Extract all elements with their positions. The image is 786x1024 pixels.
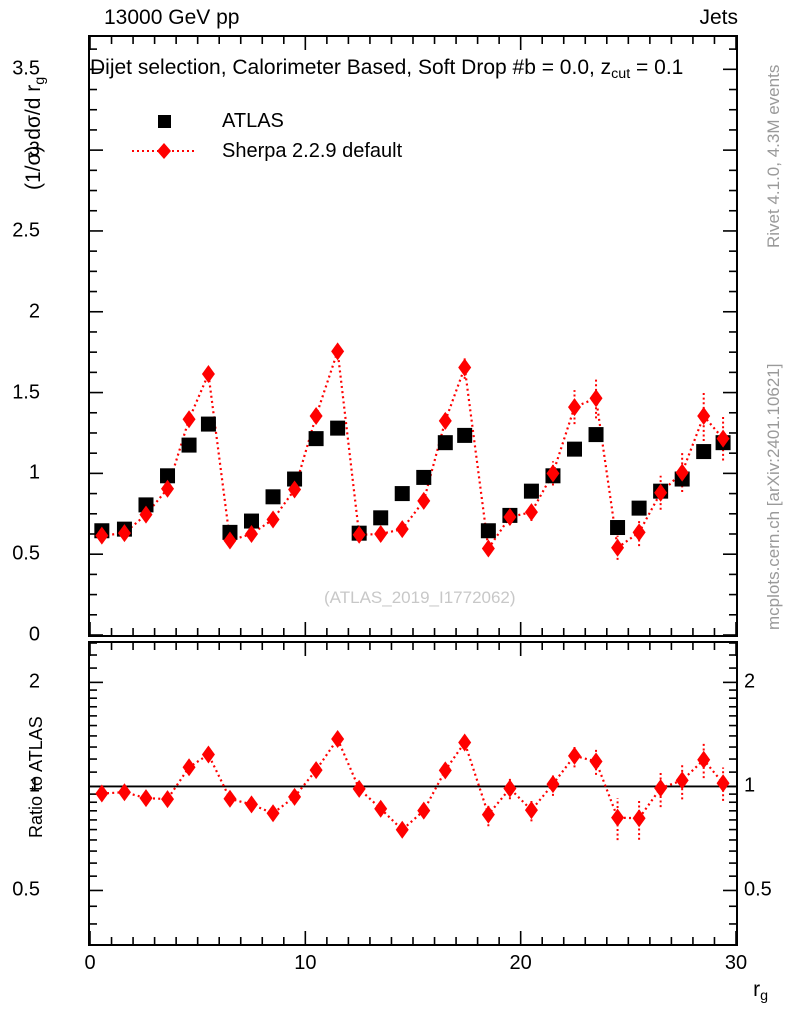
side-text-rivet: Rivet 4.1.0, 4.3M events — [764, 64, 783, 248]
x-tick-label: 0 — [84, 952, 96, 974]
legend: ATLAS Sherpa 2.2.9 default — [128, 106, 402, 166]
main-y-tick-label: 1 — [28, 461, 40, 484]
sherpa-error-bars — [207, 344, 725, 560]
ratio-y-tick-label: 1 — [28, 774, 40, 797]
main-plot-svg — [90, 37, 736, 635]
x-axis-title: rg — [753, 978, 768, 1004]
ratio-plot-area — [90, 643, 736, 944]
x-tick-label: 10 — [294, 952, 317, 974]
legend-item-atlas: ATLAS — [128, 106, 402, 136]
legend-marker-square — [128, 111, 216, 131]
main-y-tick-label: 0.5 — [12, 542, 40, 565]
main-y-tick-label: 1.5 — [12, 381, 40, 404]
plot-title-post: = 0.1 — [630, 56, 684, 79]
plot-title: Dijet selection, Calorimeter Based, Soft… — [90, 56, 683, 82]
axis-ticks — [90, 37, 736, 635]
ratio-line — [101, 736, 724, 832]
header-beam-energy: 13000 GeV pp — [104, 6, 240, 29]
main-plot-area — [90, 37, 736, 635]
main-y-tick-label: 3 — [28, 138, 40, 161]
plot-title-zcut-sub: cut — [611, 65, 631, 82]
ratio-y-tick-label-right: 1 — [744, 774, 756, 797]
main-y-tick-label: 3.5 — [12, 57, 40, 80]
main-y-axis-title: (1/σ) dσ/d rg — [22, 77, 48, 190]
legend-label-sherpa: Sherpa 2.2.9 default — [222, 139, 403, 162]
analysis-watermark: (ATLAS_2019_I1772062) — [324, 588, 516, 607]
axis-ticks — [90, 643, 736, 944]
x-tick-label: 30 — [724, 952, 748, 974]
ratio-y-tick-label: 2 — [28, 670, 40, 693]
header-category: Jets — [699, 6, 738, 29]
ratio-y-tick-label-right: 2 — [744, 670, 756, 693]
main-y-tick-label: 2.5 — [12, 219, 40, 242]
main-y-tick-label: 2 — [28, 300, 40, 323]
ratio-plot-panel — [88, 641, 738, 946]
x-tick-label: 20 — [509, 952, 532, 974]
x-axis-title-text: r — [753, 978, 761, 1001]
plot-title-beta-eq: = 0.0, z — [535, 56, 612, 79]
ratio-y-tick-label: 0.5 — [12, 878, 40, 901]
x-axis-title-sub: g — [760, 987, 768, 1004]
ratio-plot-svg — [90, 643, 736, 944]
sherpa-data-points — [95, 342, 730, 558]
legend-label-atlas: ATLAS — [222, 109, 284, 132]
side-text-mcplots: mcplots.cern.ch [arXiv:2401.10621] — [764, 363, 783, 630]
ratio-data-points — [95, 730, 730, 839]
main-y-axis-title-text: (1/σ) dσ/d r — [22, 84, 45, 190]
main-plot-panel — [88, 35, 738, 637]
legend-item-sherpa: Sherpa 2.2.9 default — [128, 136, 402, 166]
main-y-tick-label: 0 — [28, 623, 40, 646]
sherpa-line — [101, 351, 724, 552]
ratio-y-tick-label-right: 0.5 — [744, 878, 772, 901]
plot-title-pre: Dijet selection, Calorimeter Based, Soft… — [90, 56, 536, 79]
legend-marker-diamond — [128, 141, 216, 161]
atlas-data-points — [94, 416, 731, 541]
